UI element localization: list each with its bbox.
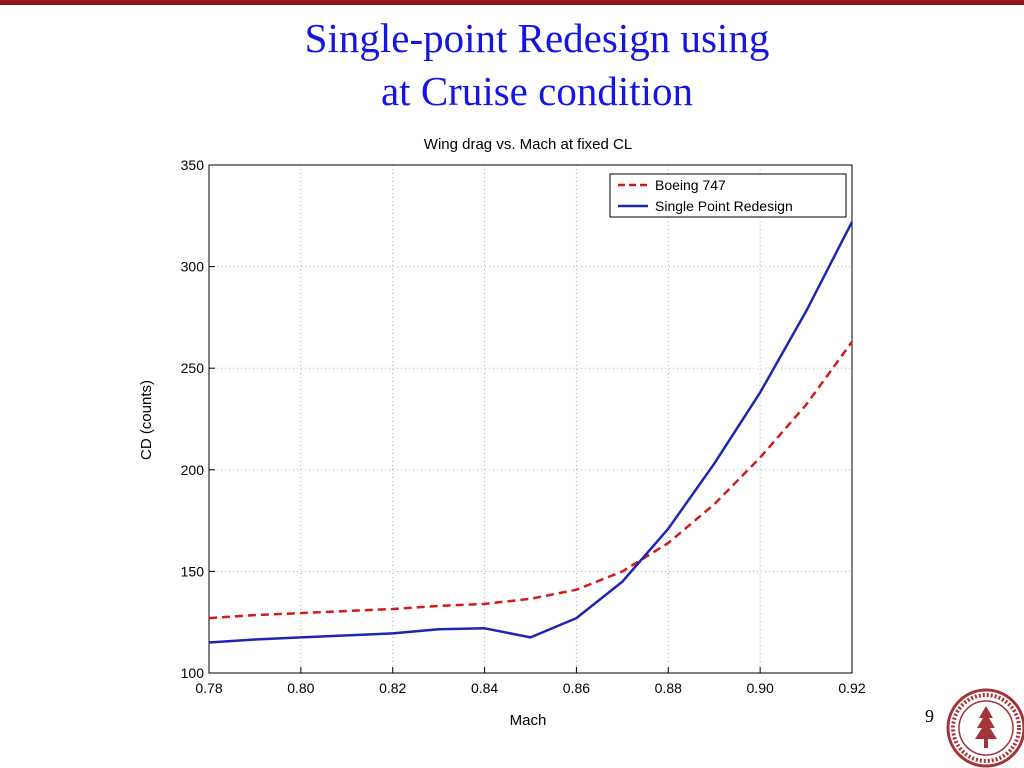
- legend-box: [609, 173, 847, 218]
- grid-lines: [209, 165, 852, 673]
- x-tick-label: 0.84: [471, 680, 498, 696]
- page-number: 9: [925, 706, 934, 726]
- chart-title: Wing drag vs. Mach at fixed CL: [424, 136, 632, 153]
- legend: Boeing 747 Single Point Redesign: [609, 173, 847, 218]
- y-axis-label: CD (counts): [138, 380, 155, 460]
- series-lines: [208, 221, 854, 644]
- y-tick-label: 150: [181, 563, 205, 579]
- series-line-boeing-747: [208, 341, 854, 620]
- top-accent-rule: [0, 0, 1024, 5]
- y-tick-label: 350: [181, 157, 205, 173]
- slide-title-line-1: Single-point Redesign using: [304, 15, 770, 61]
- x-tick-label: 0.78: [195, 680, 222, 696]
- series-line-single-point-redesign: [208, 221, 854, 644]
- university-seal-logo: [946, 688, 1024, 768]
- x-tick-label: 0.80: [287, 680, 314, 696]
- x-tick-label: 0.88: [655, 680, 682, 696]
- y-tick-label: 200: [181, 462, 205, 478]
- x-tick-label: 0.90: [747, 680, 774, 696]
- plot-frame: [208, 164, 853, 674]
- x-tick-label: 0.82: [379, 680, 406, 696]
- legend-label-boeing: Boeing 747: [655, 177, 726, 193]
- x-tick-label: 0.92: [838, 680, 865, 696]
- x-axis-label: Mach: [510, 712, 547, 729]
- x-tick-label: 0.86: [563, 680, 590, 696]
- slide-title-line-2: at Cruise condition: [380, 68, 693, 114]
- y-tick-label: 100: [181, 665, 205, 681]
- axis-ticks: 0.78 0.80 0.82 0.84 0.86 0.88 0.90 0.92 100 150 20…: [181, 157, 866, 696]
- legend-label-redesign: Single Point Redesign: [655, 198, 793, 214]
- y-tick-label: 250: [181, 360, 205, 376]
- y-tick-label: 300: [181, 259, 205, 275]
- slide-title: Single-point Redesign using at Cruise co…: [0, 12, 1024, 118]
